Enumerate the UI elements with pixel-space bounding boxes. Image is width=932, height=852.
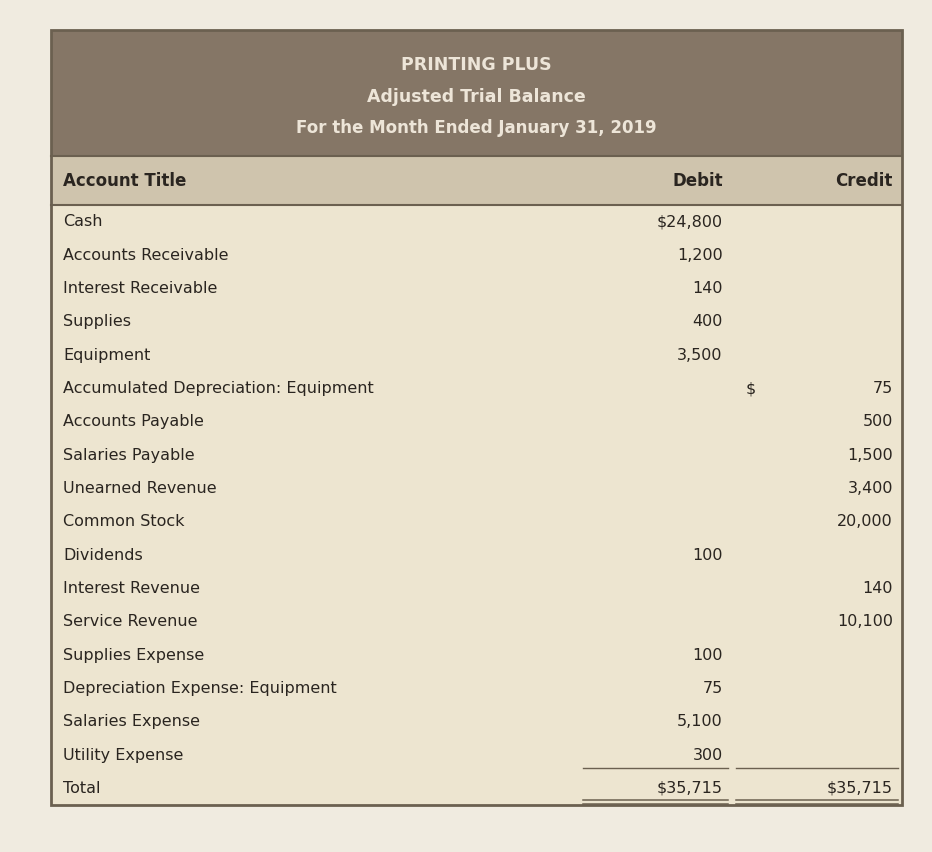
Bar [51,205,902,805]
Bar [51,156,902,205]
Text: Cash: Cash [63,215,103,229]
Text: 10,100: 10,100 [837,614,893,630]
Text: Interest Receivable: Interest Receivable [63,281,218,296]
Text: 1,200: 1,200 [677,248,722,262]
Text: 75: 75 [703,681,722,696]
Text: 140: 140 [862,581,893,596]
Text: Adjusted Trial Balance: Adjusted Trial Balance [367,88,586,106]
Text: Dividends: Dividends [63,548,144,562]
Text: Accounts Payable: Accounts Payable [63,414,204,429]
Text: Debit: Debit [672,171,722,190]
Text: 3,500: 3,500 [678,348,722,363]
Text: 100: 100 [692,648,722,663]
Bar [51,30,902,156]
Text: 20,000: 20,000 [837,515,893,529]
Text: Accounts Receivable: Accounts Receivable [63,248,229,262]
Text: Accumulated Depreciation: Equipment: Accumulated Depreciation: Equipment [63,381,374,396]
Text: 75: 75 [872,381,893,396]
Text: Depreciation Expense: Equipment: Depreciation Expense: Equipment [63,681,337,696]
Text: PRINTING PLUS: PRINTING PLUS [402,56,552,74]
Text: 1,500: 1,500 [847,448,893,463]
Text: Equipment: Equipment [63,348,151,363]
Text: $24,800: $24,800 [656,215,722,229]
Text: Supplies: Supplies [63,314,131,330]
Text: 400: 400 [692,314,722,330]
Text: Account Title: Account Title [63,171,186,190]
Text: 140: 140 [692,281,722,296]
Text: Common Stock: Common Stock [63,515,185,529]
Text: Utility Expense: Utility Expense [63,748,184,763]
Text: Interest Revenue: Interest Revenue [63,581,200,596]
Text: 3,400: 3,400 [847,481,893,496]
Text: 500: 500 [862,414,893,429]
Text: Total: Total [63,781,101,796]
Text: Supplies Expense: Supplies Expense [63,648,205,663]
Text: Unearned Revenue: Unearned Revenue [63,481,217,496]
Text: Salaries Payable: Salaries Payable [63,448,195,463]
Text: $: $ [746,381,756,396]
Text: 5,100: 5,100 [677,714,722,729]
Text: 300: 300 [692,748,722,763]
Text: 100: 100 [692,548,722,562]
Text: $35,715: $35,715 [827,781,893,796]
Text: Credit: Credit [835,171,893,190]
Text: Service Revenue: Service Revenue [63,614,198,630]
Text: For the Month Ended January 31, 2019: For the Month Ended January 31, 2019 [296,119,657,137]
Text: Salaries Expense: Salaries Expense [63,714,200,729]
Text: $35,715: $35,715 [657,781,722,796]
